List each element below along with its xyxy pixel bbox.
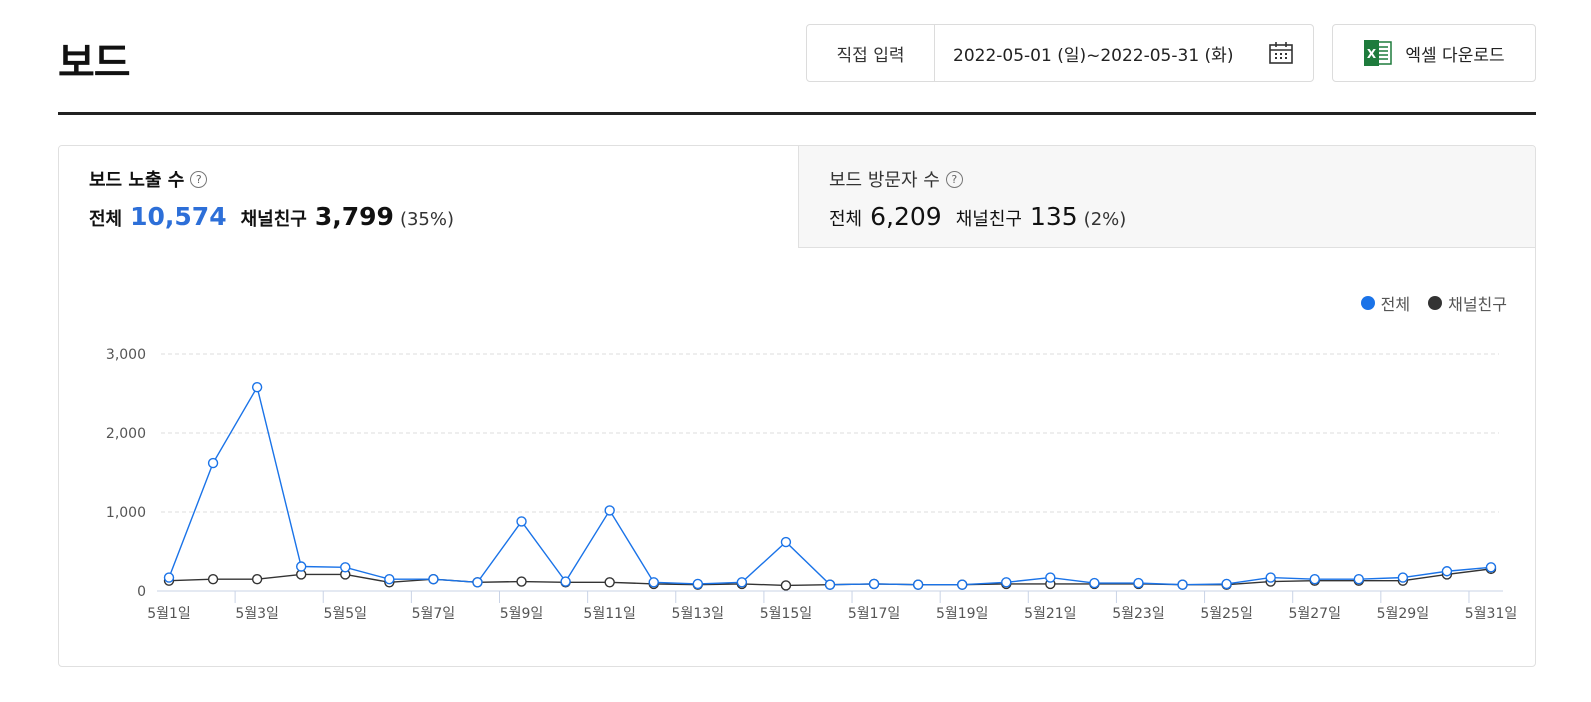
x-tick-label: 5월19일	[936, 606, 988, 622]
svg-text:X: X	[1367, 47, 1377, 61]
x-tick-label: 5월21일	[1024, 606, 1076, 622]
data-point-friend[interactable]	[780, 580, 792, 591]
excel-icon: X	[1363, 38, 1393, 68]
data-point-total[interactable]	[1045, 572, 1056, 583]
impressions-friend-label: 채널친구	[240, 209, 307, 230]
data-point-total[interactable]	[1089, 577, 1100, 589]
data-point-total[interactable]	[692, 578, 703, 590]
impressions-friend-value: 3,799	[314, 202, 394, 231]
x-tick-label: 5월1일	[147, 606, 191, 622]
impressions-friend-pct: (35%)	[399, 209, 454, 230]
data-point-total[interactable]	[1397, 572, 1409, 583]
tab-visitors[interactable]: 보드 방문자 수 ? 전체 6,209 채널친구 135 (2%)	[798, 146, 1535, 248]
line-chart: 0 1,000 2,000 3,000 5월1일 5월3일 5월5일 5월7일 5월9일 5월11…	[106, 347, 1517, 622]
impressions-total-value: 10,574	[130, 202, 227, 231]
data-point-total[interactable]	[648, 577, 659, 588]
legend-label-friend: 채널친구	[1448, 295, 1507, 314]
help-icon[interactable]: ?	[190, 170, 208, 188]
calendar-icon[interactable]	[1267, 39, 1295, 67]
data-point-total[interactable]	[1001, 577, 1012, 588]
data-point-total[interactable]	[251, 381, 263, 393]
x-tick-label: 5월31일	[1465, 606, 1517, 622]
header-divider	[58, 112, 1536, 115]
help-icon[interactable]: ?	[945, 170, 963, 188]
data-point-friend[interactable]	[604, 577, 615, 588]
data-point-total[interactable]	[957, 579, 968, 590]
data-point-friend[interactable]	[516, 576, 527, 587]
impressions-total-label: 전체	[89, 209, 123, 230]
data-point-total[interactable]	[912, 579, 924, 590]
x-tick-label: 5월27일	[1288, 606, 1340, 622]
date-selector: 직접 입력 2022-05-01 (일)~2022-05-31 (화)	[806, 24, 1314, 82]
date-range-picker[interactable]: 2022-05-01 (일)~2022-05-31 (화)	[935, 25, 1313, 81]
data-point-total[interactable]	[780, 536, 792, 548]
date-range-text: 2022-05-01 (일)~2022-05-31 (화)	[953, 45, 1234, 66]
data-point-total[interactable]	[428, 573, 439, 585]
data-point-total[interactable]	[868, 578, 880, 590]
impressions-title-text: 보드 노출 수	[89, 170, 185, 191]
x-tick-label: 5월25일	[1200, 606, 1252, 622]
y-tick-label: 2,000	[106, 426, 146, 442]
data-point-friend[interactable]	[207, 573, 219, 585]
x-tick-label: 5월5일	[323, 606, 367, 622]
data-point-total[interactable]	[295, 561, 307, 572]
data-point-total[interactable]	[1177, 579, 1188, 590]
data-point-total[interactable]	[163, 572, 175, 583]
data-point-total[interactable]	[1353, 573, 1365, 585]
impressions-title: 보드 노출 수 ?	[89, 166, 768, 192]
data-point-total[interactable]	[824, 579, 836, 590]
x-tick-label: 5월23일	[1112, 606, 1164, 622]
data-point-total[interactable]	[1309, 573, 1320, 585]
data-point-total[interactable]	[1265, 572, 1276, 583]
data-point-total[interactable]	[1221, 578, 1232, 590]
visitors-total-value: 6,209	[870, 202, 942, 231]
legend-item-friend[interactable]: 채널친구	[1428, 291, 1507, 315]
data-point-total[interactable]	[384, 573, 395, 585]
data-point-total[interactable]	[340, 562, 351, 573]
direct-input-button[interactable]: 직접 입력	[807, 25, 935, 81]
board-stats-card: 보드 노출 수 ? 전체 10,574 채널친구 3,799 (35%) 보드 …	[58, 145, 1536, 667]
data-point-total[interactable]	[1441, 566, 1453, 577]
header-controls: 직접 입력 2022-05-01 (일)~2022-05-31 (화)	[806, 24, 1536, 82]
page-title: 보드	[58, 40, 131, 86]
x-tick-label: 5월13일	[672, 606, 724, 622]
legend-label-total: 전체	[1380, 295, 1411, 314]
visitors-total-label: 전체	[829, 209, 863, 230]
data-point-total[interactable]	[1485, 562, 1497, 573]
excel-download-label: 엑셀 다운로드	[1405, 45, 1505, 66]
data-point-total[interactable]	[1133, 577, 1144, 589]
series-line-total	[168, 385, 1492, 586]
data-point-total[interactable]	[472, 577, 483, 588]
x-tick-label: 5월3일	[235, 606, 279, 622]
impressions-values: 전체 10,574 채널친구 3,799 (35%)	[89, 202, 768, 231]
y-tick-label: 0	[137, 584, 146, 600]
tab-impressions[interactable]: 보드 노출 수 ? 전체 10,574 채널친구 3,799 (35%)	[59, 146, 798, 248]
data-point-total[interactable]	[604, 505, 615, 516]
visitors-title-text: 보드 방문자 수	[829, 170, 940, 191]
data-point-total[interactable]	[207, 457, 219, 469]
x-tick-label: 5월29일	[1377, 606, 1429, 622]
visitors-friend-pct: (2%)	[1083, 209, 1127, 230]
visitors-title: 보드 방문자 수 ?	[829, 166, 1507, 192]
y-tick-label: 1,000	[106, 505, 146, 521]
data-point-friend[interactable]	[251, 573, 263, 585]
visitors-friend-label: 채널친구	[955, 209, 1022, 230]
legend-dot-total	[1360, 296, 1375, 310]
legend-item-total[interactable]: 전체	[1360, 291, 1411, 315]
x-tick-label: 5월15일	[760, 606, 812, 622]
visitors-values: 전체 6,209 채널친구 135 (2%)	[829, 202, 1507, 231]
x-tick-label: 5월17일	[848, 606, 900, 622]
legend-dot-friend	[1428, 296, 1443, 310]
chart-legend: 전체 채널친구	[1360, 291, 1507, 315]
x-tick-label: 5월11일	[583, 606, 635, 622]
x-tick-label: 5월9일	[500, 606, 544, 622]
visitors-friend-value: 135	[1029, 202, 1078, 231]
data-point-total[interactable]	[736, 577, 748, 588]
x-tick-label: 5월7일	[412, 606, 456, 622]
y-tick-label: 3,000	[106, 347, 146, 363]
data-point-total[interactable]	[516, 516, 527, 527]
excel-download-button[interactable]: X 엑셀 다운로드	[1332, 24, 1536, 82]
data-point-total[interactable]	[560, 576, 571, 587]
